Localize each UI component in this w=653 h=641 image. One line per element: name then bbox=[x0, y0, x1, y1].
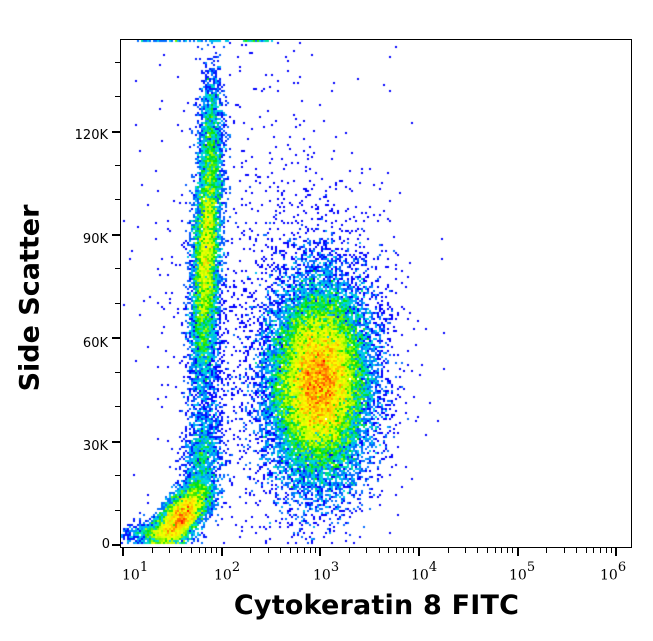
scatter-plot-area bbox=[121, 40, 631, 547]
x-major-tick bbox=[122, 548, 124, 556]
x-major-tick bbox=[221, 548, 223, 556]
y-minor-tick bbox=[115, 510, 120, 511]
x-minor-tick bbox=[403, 548, 404, 553]
plot-frame bbox=[120, 39, 632, 548]
x-minor-tick bbox=[366, 548, 367, 553]
x-minor-tick bbox=[304, 548, 305, 553]
x-minor-tick bbox=[495, 548, 496, 553]
x-minor-tick bbox=[576, 548, 577, 553]
y-axis-title: Side Scatter bbox=[14, 204, 46, 392]
x-minor-tick bbox=[606, 548, 607, 553]
y-tick-label-0: 0 bbox=[101, 537, 110, 552]
x-tick-label-1e4: 104 bbox=[411, 560, 438, 584]
x-minor-tick bbox=[290, 548, 291, 553]
x-minor-tick bbox=[564, 548, 565, 553]
x-minor-tick bbox=[199, 548, 200, 553]
x-minor-tick bbox=[216, 548, 217, 553]
x-minor-tick bbox=[487, 548, 488, 553]
x-major-tick bbox=[517, 548, 519, 556]
x-tick-label-1e6: 106 bbox=[600, 560, 627, 584]
x-minor-tick bbox=[501, 548, 502, 553]
x-minor-tick bbox=[152, 548, 153, 553]
x-minor-tick bbox=[349, 548, 350, 553]
x-minor-tick bbox=[408, 548, 409, 553]
y-minor-tick bbox=[115, 303, 120, 304]
x-minor-tick bbox=[181, 548, 182, 553]
x-tick-label-1e1: 101 bbox=[122, 560, 149, 584]
y-minor-tick bbox=[115, 62, 120, 63]
y-minor-tick bbox=[115, 165, 120, 166]
x-major-tick bbox=[418, 548, 420, 556]
x-minor-tick bbox=[379, 548, 380, 553]
x-major-tick bbox=[319, 548, 321, 556]
x-minor-tick bbox=[413, 548, 414, 553]
x-minor-tick bbox=[512, 548, 513, 553]
y-tick-label-90k: 90K bbox=[82, 232, 108, 247]
x-minor-tick bbox=[191, 548, 192, 553]
y-minor-tick bbox=[115, 268, 120, 269]
x-minor-tick bbox=[600, 548, 601, 553]
x-minor-tick bbox=[507, 548, 508, 553]
y-major-tick bbox=[112, 234, 120, 236]
x-minor-tick bbox=[388, 548, 389, 553]
x-axis-title: Cytokeratin 8 FITC bbox=[233, 590, 520, 621]
y-minor-tick bbox=[115, 406, 120, 407]
x-minor-tick bbox=[465, 548, 466, 553]
y-tick-label-120k: 120K bbox=[74, 128, 108, 143]
x-minor-tick bbox=[586, 548, 587, 553]
x-minor-tick bbox=[448, 548, 449, 553]
y-minor-tick bbox=[115, 199, 120, 200]
x-minor-tick bbox=[546, 548, 547, 553]
x-minor-tick bbox=[280, 548, 281, 553]
x-minor-tick bbox=[250, 548, 251, 553]
x-tick-label-1e2: 102 bbox=[214, 560, 241, 584]
y-major-tick bbox=[112, 544, 120, 546]
x-minor-tick bbox=[593, 548, 594, 553]
x-minor-tick bbox=[477, 548, 478, 553]
x-major-tick bbox=[615, 548, 617, 556]
x-minor-tick bbox=[211, 548, 212, 553]
x-minor-tick bbox=[396, 548, 397, 553]
y-tick-label-30k: 30K bbox=[82, 439, 108, 454]
x-minor-tick bbox=[315, 548, 316, 553]
x-minor-tick bbox=[297, 548, 298, 553]
x-minor-tick bbox=[268, 548, 269, 553]
y-minor-tick bbox=[115, 475, 120, 476]
x-minor-tick bbox=[611, 548, 612, 553]
y-minor-tick bbox=[115, 372, 120, 373]
x-minor-tick bbox=[310, 548, 311, 553]
x-tick-label-1e5: 105 bbox=[509, 560, 536, 584]
y-minor-tick bbox=[115, 96, 120, 97]
y-major-tick bbox=[112, 131, 120, 133]
x-minor-tick bbox=[169, 548, 170, 553]
y-major-tick bbox=[112, 441, 120, 443]
y-tick-label-60k: 60K bbox=[82, 336, 108, 351]
x-tick-label-1e3: 103 bbox=[313, 560, 340, 584]
y-major-tick bbox=[112, 337, 120, 339]
x-minor-tick bbox=[205, 548, 206, 553]
